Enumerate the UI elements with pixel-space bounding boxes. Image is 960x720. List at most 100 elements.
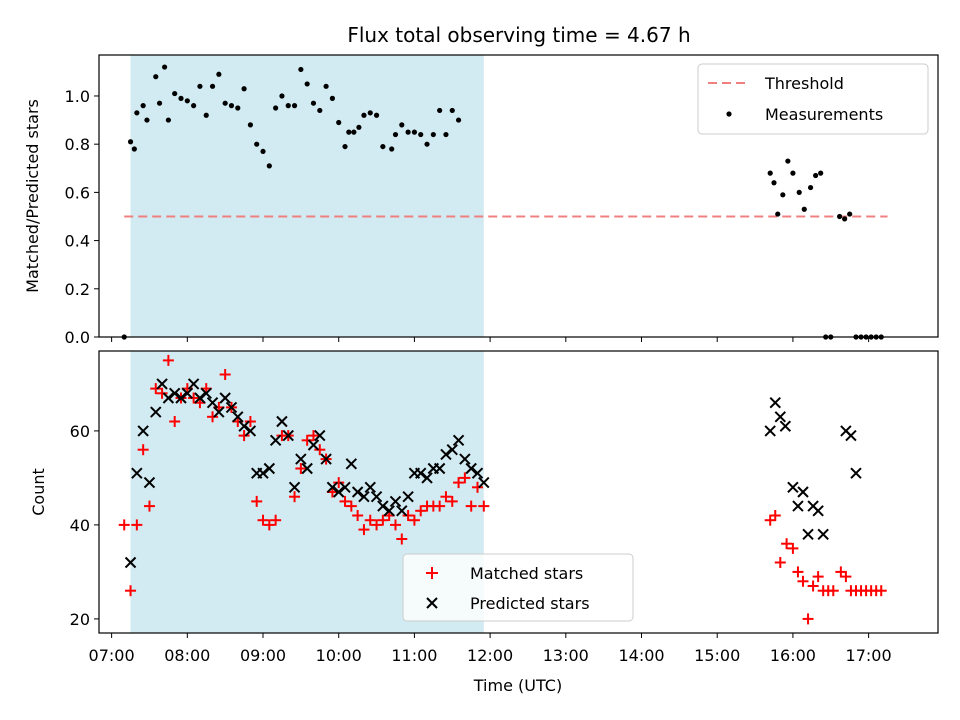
measurement-point bbox=[336, 119, 342, 126]
measurement-point bbox=[801, 206, 807, 212]
predicted-star-mark-b bbox=[326, 481, 339, 494]
predicted-star-point bbox=[402, 490, 414, 503]
measurement-point bbox=[356, 124, 362, 130]
measurement-point bbox=[818, 170, 824, 176]
matched-star-point bbox=[840, 571, 852, 583]
predicted-star-point bbox=[295, 453, 307, 465]
matched-star-point bbox=[131, 519, 143, 531]
predicted-star-mark-b bbox=[774, 411, 787, 423]
predicted-star-point bbox=[787, 481, 799, 494]
top-legend-box bbox=[697, 63, 929, 135]
bottom-x-tick-label: 10:00 bbox=[316, 646, 362, 665]
predicted-star-point bbox=[351, 486, 364, 498]
predicted-star-point bbox=[389, 495, 402, 508]
matched-star-point bbox=[471, 481, 483, 493]
legend-measurements-swatch bbox=[726, 111, 732, 117]
predicted-star-point bbox=[817, 528, 829, 541]
predicted-star-point bbox=[845, 429, 857, 442]
bottom-x-axis: 07:00 08:00 09:00 10:00 11:00 12:00 13:00 14:00… bbox=[89, 633, 892, 665]
measurement-point bbox=[323, 83, 329, 89]
predicted-star-mark-b bbox=[792, 500, 804, 512]
predicted-star-point bbox=[143, 476, 156, 489]
measurement-point bbox=[304, 81, 310, 87]
predicted-star-point bbox=[200, 387, 212, 400]
measurement-point bbox=[209, 83, 216, 89]
predicted-star-point bbox=[802, 528, 814, 541]
matched-star-point bbox=[434, 500, 446, 512]
bottom-x-tick-label: 16:00 bbox=[770, 646, 816, 665]
predicted-star-point bbox=[288, 481, 301, 494]
matched-star-point bbox=[162, 354, 174, 366]
measurement-point bbox=[279, 93, 285, 99]
predicted-star-mark-b bbox=[168, 387, 181, 400]
predicted-star-mark-b bbox=[364, 481, 376, 494]
top-y-tick-label: 0.4 bbox=[65, 232, 90, 251]
predicted-star-mark-b bbox=[452, 434, 465, 447]
measurement-point bbox=[144, 117, 150, 123]
matched-star-point bbox=[207, 411, 219, 423]
measurement-point bbox=[298, 66, 304, 73]
matched-star-point bbox=[792, 566, 804, 578]
predicted-star-mark-b bbox=[817, 528, 829, 541]
matched-star-point bbox=[257, 514, 269, 526]
measurement-point bbox=[273, 105, 279, 111]
predicted-star-mark-b bbox=[812, 505, 824, 517]
predicted-star-point bbox=[471, 467, 484, 479]
measurement-point bbox=[785, 158, 791, 164]
predicted-star-mark-b bbox=[257, 467, 269, 479]
predicted-star-mark-b bbox=[131, 467, 143, 479]
predicted-star-mark-b bbox=[225, 401, 238, 414]
measurement-point bbox=[411, 129, 418, 135]
matched-star-point bbox=[244, 416, 256, 427]
bottom-x-tick-label: 13:00 bbox=[543, 646, 589, 665]
predicted-star-point bbox=[440, 448, 452, 461]
predicted-star-mark-b bbox=[244, 425, 257, 437]
predicted-star-point bbox=[465, 462, 477, 475]
legend-measurements-label: Measurements bbox=[765, 105, 883, 124]
bottom-x-tick-label: 17:00 bbox=[846, 646, 892, 665]
predicted-star-point bbox=[345, 458, 358, 470]
predicted-star-point bbox=[232, 411, 244, 423]
measurement-point bbox=[184, 98, 190, 104]
matched-star-point bbox=[251, 495, 263, 507]
top-y-axis-label: Matched/Predicted stars bbox=[23, 99, 42, 293]
matched-star-point bbox=[263, 519, 275, 531]
matched-star-point bbox=[143, 500, 155, 512]
matched-star-point bbox=[787, 542, 799, 554]
bottom-x-tick-label: 12:00 bbox=[467, 646, 513, 665]
measurement-point bbox=[131, 146, 137, 152]
measurement-point bbox=[796, 189, 802, 195]
measurement-point bbox=[247, 122, 253, 128]
bottom-x-tick-label: 11:00 bbox=[391, 646, 437, 665]
measurement-point bbox=[134, 110, 140, 116]
measurement-point bbox=[191, 103, 197, 109]
predicted-star-point bbox=[797, 486, 809, 498]
predicted-star-mark-b bbox=[194, 392, 206, 404]
measurement-point bbox=[813, 172, 819, 179]
legend-matched-label: Matched stars bbox=[470, 564, 583, 583]
measurement-point bbox=[836, 213, 843, 220]
predicted-star-mark-b bbox=[307, 439, 320, 451]
predicted-star-point bbox=[459, 453, 471, 465]
bottom-axes-frame bbox=[98, 350, 939, 634]
measurement-point bbox=[178, 95, 184, 101]
predicted-star-point bbox=[181, 387, 194, 400]
bottom-x-tick-label: 08:00 bbox=[164, 646, 210, 665]
predicted-star-point bbox=[187, 378, 200, 390]
measurement-point bbox=[790, 170, 796, 176]
matched-star-point bbox=[465, 500, 477, 512]
measurement-point bbox=[449, 107, 455, 114]
bottom-y-axis: 20 40 60 bbox=[70, 422, 99, 629]
matched-star-point bbox=[835, 566, 847, 578]
predicted-star-mark-b bbox=[370, 490, 383, 503]
predicted-star-mark-b bbox=[383, 505, 395, 517]
legend-predicted-label: Predicted stars bbox=[470, 594, 590, 613]
measurement-point bbox=[380, 143, 386, 150]
top-y-axis: 0.0 0.2 0.4 0.6 0.8 1.0 bbox=[65, 87, 99, 347]
predicted-star-mark-b bbox=[769, 396, 781, 409]
measurement-point bbox=[329, 95, 336, 101]
predicted-star-mark-b bbox=[415, 467, 427, 479]
legend-predicted-swatch bbox=[426, 597, 438, 609]
predicted-star-point bbox=[446, 443, 458, 456]
predicted-star-mark-b bbox=[433, 462, 446, 475]
